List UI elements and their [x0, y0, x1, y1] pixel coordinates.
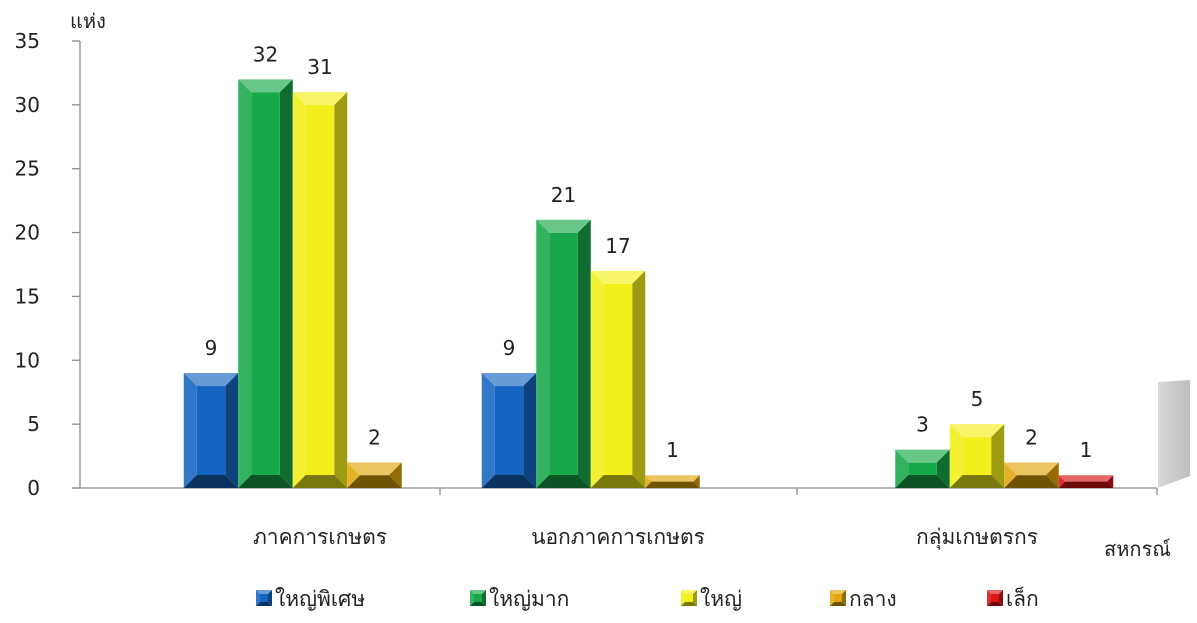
data-label: 3 [916, 413, 929, 437]
bar [645, 475, 700, 488]
legend-label: ใหญ่มาก [489, 587, 569, 611]
bar [183, 373, 239, 488]
data-label: 21 [551, 183, 576, 207]
y-axis-title: แห่ง [70, 9, 106, 33]
data-label: 9 [503, 336, 516, 360]
data-label: 1 [1080, 438, 1093, 462]
legend-swatch [987, 590, 1003, 606]
data-label: 2 [1025, 425, 1038, 449]
data-label: 17 [605, 234, 630, 258]
y-tick-label: 0 [27, 476, 40, 500]
legend-item: เล็ก [987, 585, 1039, 611]
legend-swatch [681, 590, 697, 606]
bar [347, 462, 402, 488]
legend-swatch [830, 590, 846, 606]
category-label: กลุ่มเกษตรกร [916, 525, 1038, 550]
y-tick-label: 15 [15, 284, 40, 308]
legend-item: กลาง [830, 587, 897, 611]
bars-layer [183, 79, 1114, 489]
legend-label: เล็ก [1006, 585, 1039, 611]
legend-swatch [256, 590, 272, 606]
y-tick-label: 25 [15, 157, 40, 181]
data-label: 2 [368, 425, 381, 449]
y-tick-label: 10 [15, 348, 40, 372]
y-tick-label: 20 [15, 221, 40, 245]
data-label: 32 [253, 42, 278, 66]
bar [1058, 475, 1114, 488]
category-label: นอกภาคการเกษตร [531, 525, 705, 549]
legend: ใหญ่พิเศษ ใหญ่มาก ใหญ่ กลาง เล็ก [256, 585, 1039, 611]
bar [1004, 462, 1059, 488]
bar [292, 92, 348, 488]
legend-item: ใหญ่มาก [470, 587, 569, 611]
legend-label: ใหญ่พิเศษ [275, 587, 365, 611]
y-tick-label: 30 [15, 93, 40, 117]
legend-label: กลาง [849, 587, 897, 611]
legend-swatch [470, 590, 486, 606]
legend-label: ใหญ่ [700, 587, 742, 611]
bar [536, 219, 591, 489]
data-label: 31 [307, 55, 332, 79]
data-label: 5 [971, 387, 984, 411]
chart-side-wall [1158, 380, 1190, 488]
labels-layer: 932312ภาคการเกษตร921171นอกภาคการเกษตร352… [205, 42, 1093, 550]
category-label: ภาคการเกษตร [253, 525, 387, 549]
bar [895, 449, 950, 488]
bar [590, 270, 646, 488]
data-label: 9 [205, 336, 218, 360]
bar [949, 424, 1005, 488]
y-tick-label: 5 [27, 412, 40, 436]
legend-item: ใหญ่ [681, 587, 742, 611]
data-label: 1 [666, 438, 679, 462]
y-tick-label: 35 [15, 29, 40, 53]
x-axis-title: สหกรณ์ [1104, 537, 1171, 561]
bar [481, 373, 537, 488]
legend-item: ใหญ่พิเศษ [256, 587, 365, 611]
bar [238, 79, 293, 489]
